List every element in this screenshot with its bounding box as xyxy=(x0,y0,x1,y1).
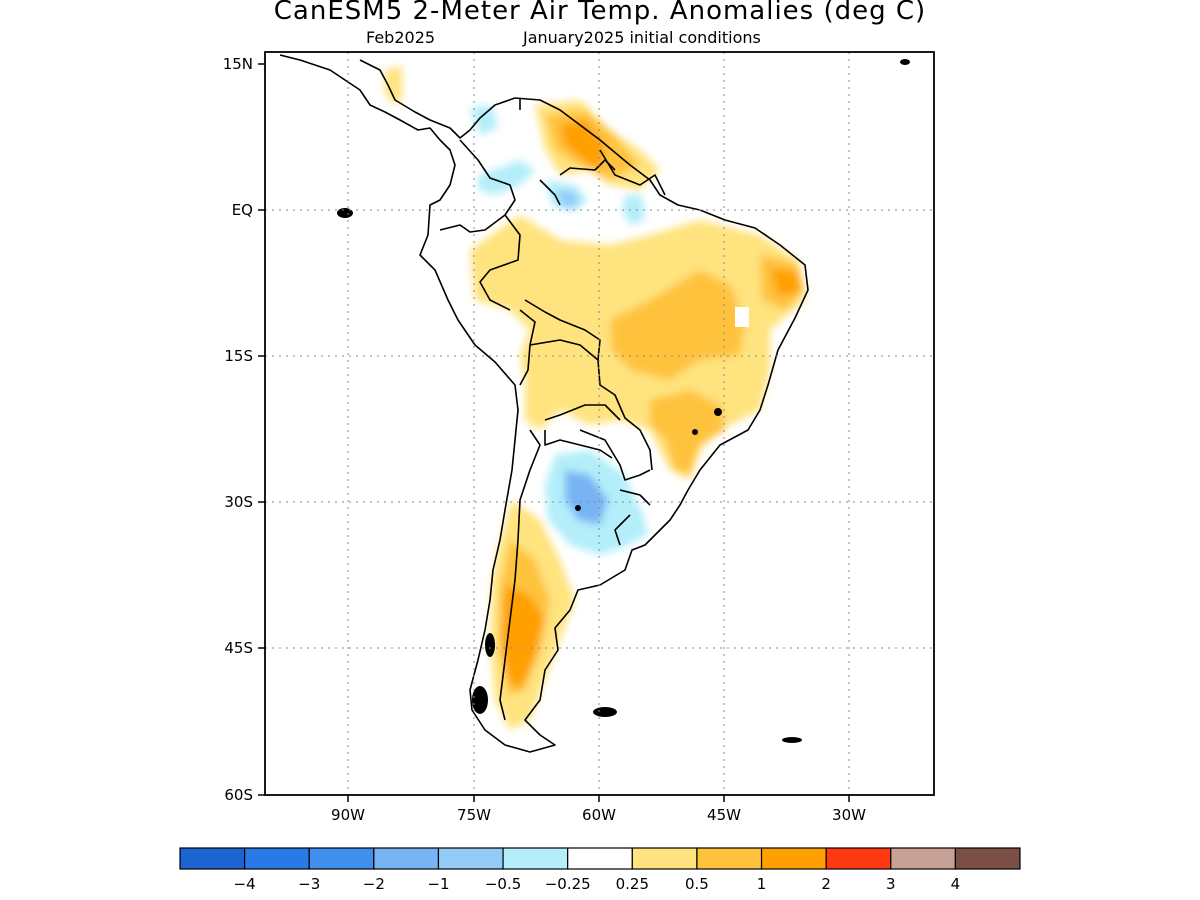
colorbar-label: −0.25 xyxy=(545,875,591,893)
colorbar-label: 2 xyxy=(821,875,831,893)
colorbar-swatch xyxy=(760,847,827,870)
colorbar-swatch xyxy=(179,847,246,870)
latitude-labels: 15N EQ 15S 30S 45S 60S xyxy=(223,55,253,804)
coastlines xyxy=(279,54,809,753)
lon-label: 30W xyxy=(832,806,866,824)
colorbar-label: −3 xyxy=(298,875,320,893)
colorbar-label: 1 xyxy=(757,875,767,893)
anomaly-negative-region xyxy=(470,105,498,135)
lat-label: 15N xyxy=(223,55,253,73)
anomaly-negative-region xyxy=(478,160,535,195)
colorbar-label: −2 xyxy=(363,875,385,893)
lon-label: 60W xyxy=(582,806,616,824)
colorbar-swatch xyxy=(373,847,440,870)
lon-label: 75W xyxy=(457,806,491,824)
anomaly-negative-region xyxy=(613,500,648,545)
lat-label: 15S xyxy=(224,347,253,365)
lat-label: 60S xyxy=(224,786,253,804)
colorbar-label: −0.5 xyxy=(485,875,521,893)
lat-label: 45S xyxy=(224,639,253,657)
anomaly-positive-region xyxy=(384,66,402,104)
anomaly-negative-region xyxy=(622,195,645,225)
anomaly-negative-region xyxy=(565,470,608,525)
colorbar-label: 0.5 xyxy=(685,875,709,893)
colorbar-swatch xyxy=(308,847,375,870)
colorbar-swatch xyxy=(696,847,763,870)
anomaly-positive-region xyxy=(650,390,725,475)
anomaly-negative-region xyxy=(555,190,580,208)
anomaly-gap xyxy=(735,307,749,327)
anomaly-shading xyxy=(384,66,805,730)
longitude-labels: 90W 75W 60W 45W 30W xyxy=(331,806,866,824)
lon-label: 90W xyxy=(331,806,365,824)
colorbar-label: 0.25 xyxy=(616,875,649,893)
map-title: CanESM5 2-Meter Air Temp. Anomalies (deg… xyxy=(273,0,927,26)
colorbar-swatch xyxy=(954,847,1021,870)
colorbar-swatch xyxy=(825,847,892,870)
colorbar-swatch xyxy=(890,847,956,870)
lon-label: 45W xyxy=(707,806,741,824)
colorbar-swatch xyxy=(502,847,569,870)
colorbar xyxy=(179,847,1021,870)
lat-label: EQ xyxy=(232,201,253,219)
anomaly-positive-region xyxy=(610,270,745,380)
lat-label: 30S xyxy=(224,493,253,511)
colorbar-label: −1 xyxy=(427,875,449,893)
initial-conditions: January2025 initial conditions xyxy=(523,28,761,47)
colorbar-label: 4 xyxy=(951,875,961,893)
forecast-month: Feb2025 xyxy=(366,28,436,47)
colorbar-swatch xyxy=(244,847,310,870)
colorbar-swatch xyxy=(631,847,698,870)
colorbar-swatch xyxy=(437,847,504,870)
colorbar-label: −4 xyxy=(234,875,256,893)
axis-ticks xyxy=(258,63,850,802)
colorbar-labels: −4 −3 −2 −1 −0.5 −0.25 0.25 0.5 1 2 3 4 xyxy=(234,875,961,893)
anomaly-positive-region xyxy=(560,120,605,170)
gridlines xyxy=(265,52,934,795)
colorbar-label: 3 xyxy=(886,875,896,893)
colorbar-swatch xyxy=(567,847,633,870)
anomaly-positive-region xyxy=(770,268,800,296)
